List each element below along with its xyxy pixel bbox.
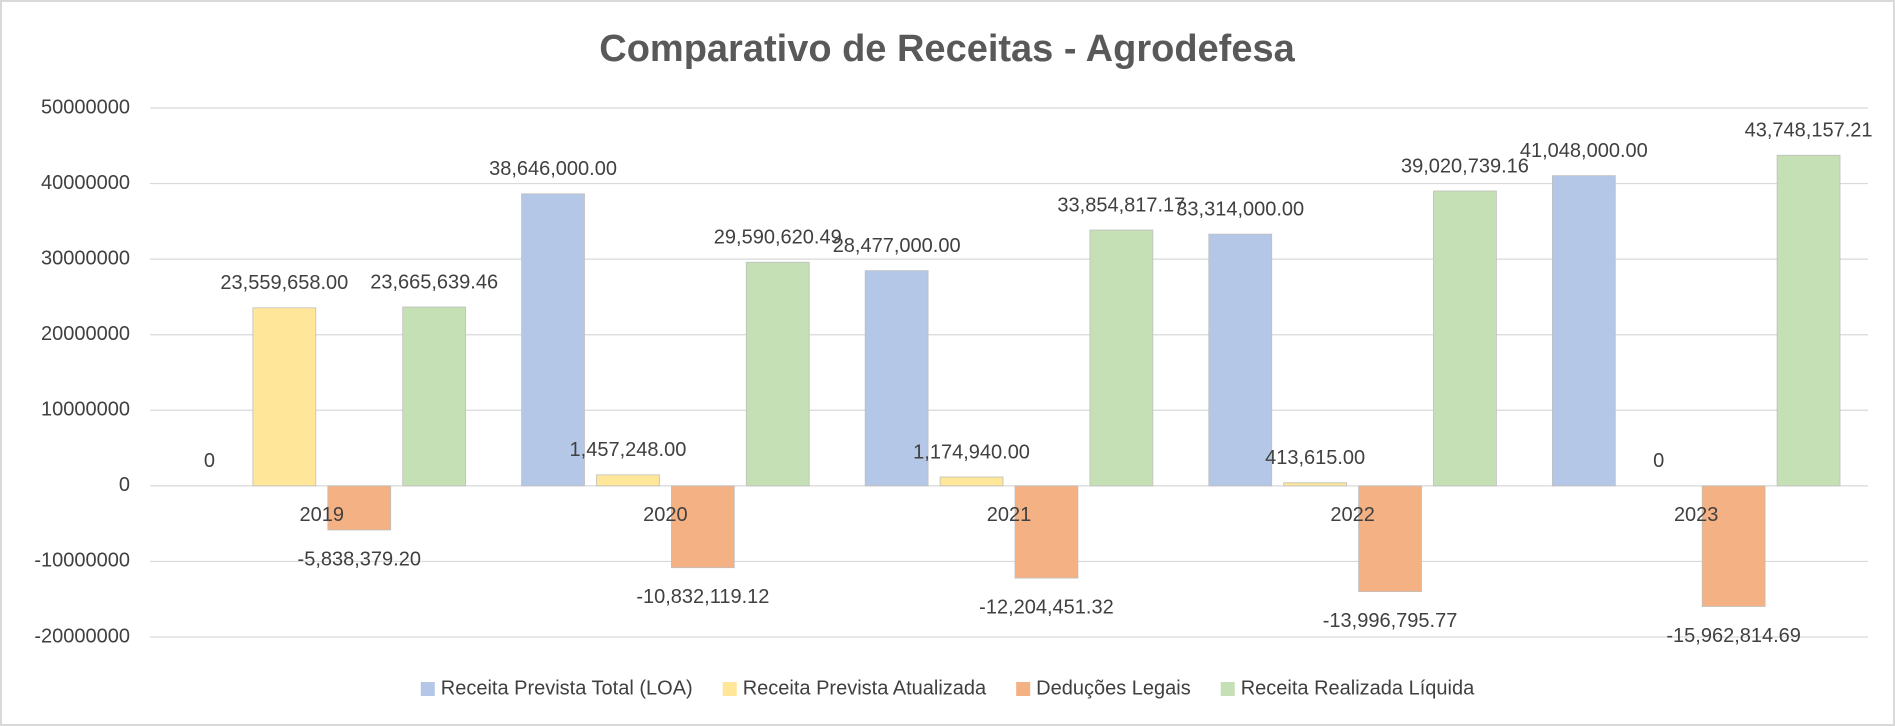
bar <box>521 193 585 487</box>
data-label: 28,477,000.00 <box>833 235 961 257</box>
bar <box>1208 233 1273 487</box>
legend-label: Deduções Legais <box>1036 677 1191 699</box>
y-tick-label: 30000000 <box>41 247 130 269</box>
data-label: 413,615.00 <box>1265 447 1365 469</box>
y-tick-label: 10000000 <box>41 399 130 421</box>
legend-label: Receita Prevista Total (LOA) <box>441 677 693 699</box>
bar <box>1701 485 1766 607</box>
legend-swatch <box>1220 682 1235 696</box>
bar <box>1551 175 1616 487</box>
data-label: 1,457,248.00 <box>570 439 687 461</box>
bar <box>1433 190 1497 487</box>
legend-swatch <box>1016 682 1031 696</box>
data-label: 39,020,739.16 <box>1401 155 1529 177</box>
bar <box>670 485 735 569</box>
bar <box>596 474 660 487</box>
y-tick-label: -10000000 <box>34 550 130 572</box>
bar <box>864 270 929 487</box>
data-label: -5,838,379.20 <box>298 548 421 570</box>
x-tick-label: 2020 <box>643 504 688 526</box>
data-label: 23,665,639.46 <box>370 271 498 293</box>
data-label: -10,832,119.12 <box>636 586 769 608</box>
data-label: 0 <box>204 450 215 472</box>
bar <box>327 485 392 531</box>
data-label: 43,748,157.21 <box>1745 120 1873 142</box>
data-label: 41,048,000.00 <box>1520 140 1648 162</box>
chart-title: Comparativo de Receitas - Agrodefesa <box>599 28 1295 70</box>
bar <box>745 261 810 487</box>
data-label: -15,962,814.69 <box>1666 625 1801 647</box>
legend-swatch <box>420 682 435 696</box>
y-tick-label: 50000000 <box>41 96 130 118</box>
bar <box>1776 154 1841 487</box>
legend-swatch <box>722 682 737 696</box>
bar <box>1014 485 1079 579</box>
bar <box>252 307 317 487</box>
data-label: 33,314,000.00 <box>1176 198 1304 220</box>
data-label: -13,996,795.77 <box>1323 610 1458 632</box>
legend-label: Receita Realizada Líquida <box>1241 677 1475 699</box>
data-label: -12,204,451.32 <box>979 596 1114 618</box>
data-label: 29,590,620.49 <box>714 227 842 249</box>
y-tick-label: 20000000 <box>41 323 130 345</box>
bar <box>402 306 467 487</box>
x-tick-label: 2019 <box>300 504 345 526</box>
data-label: 0 <box>1653 450 1664 472</box>
data-label: 33,854,817.17 <box>1057 194 1185 216</box>
bar <box>1283 482 1348 487</box>
bar <box>939 476 1004 487</box>
bar <box>1089 229 1154 487</box>
data-label: 38,646,000.00 <box>489 158 617 180</box>
x-tick-label: 2023 <box>1674 504 1719 526</box>
x-tick-label: 2022 <box>1330 504 1375 526</box>
y-tick-label: -20000000 <box>34 625 130 647</box>
y-tick-label: 0 <box>119 474 130 496</box>
data-label: 23,559,658.00 <box>220 272 348 294</box>
y-tick-label: 40000000 <box>41 172 130 194</box>
x-tick-label: 2021 <box>987 504 1032 526</box>
bar <box>1358 485 1422 593</box>
data-label: 1,174,940.00 <box>913 441 1030 463</box>
legend-label: Receita Prevista Atualizada <box>743 677 987 699</box>
